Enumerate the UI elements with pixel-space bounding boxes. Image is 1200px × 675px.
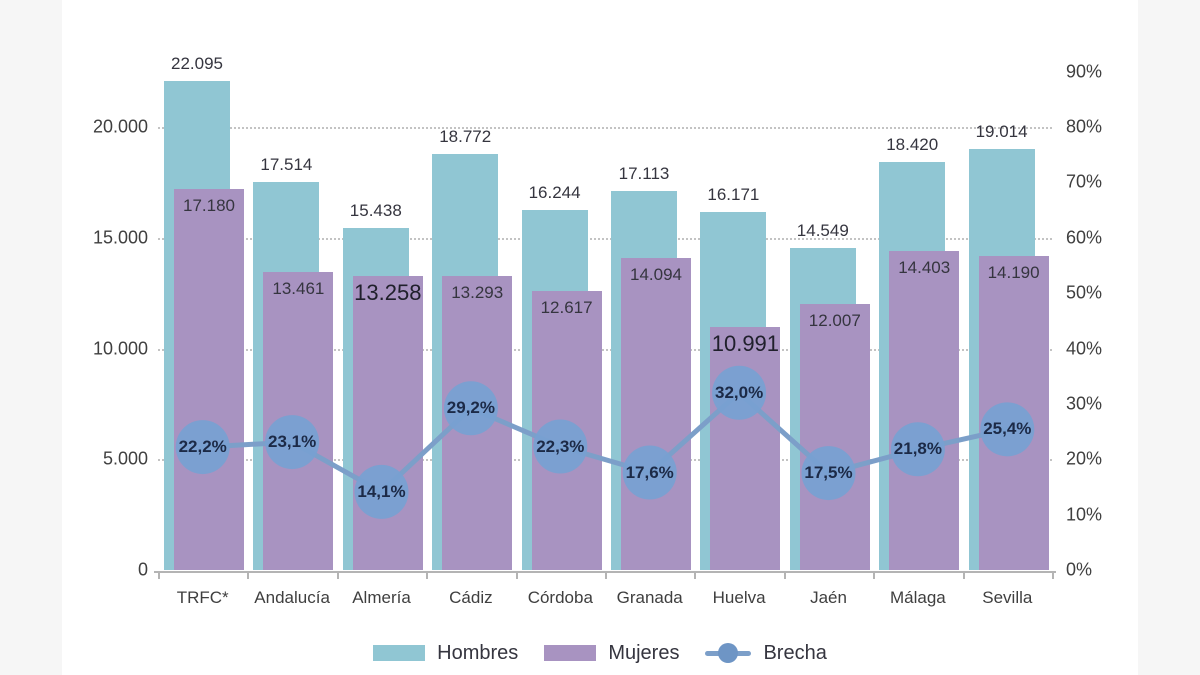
x-axis-tick [158, 571, 160, 579]
mujeres-value-label: 17.180 [183, 196, 235, 216]
legend-label-hombres: Hombres [437, 641, 519, 664]
mujeres-bar [710, 326, 781, 570]
x-axis-category-label: Sevilla [982, 588, 1033, 607]
y-axis-right-tick-label: 60% [1066, 227, 1103, 248]
hombres-value-label: 14.549 [796, 220, 849, 240]
brecha-line-marker-icon [705, 642, 752, 664]
hombres-value-label: 15.438 [349, 201, 402, 221]
x-axis-category-label: Córdoba [527, 588, 593, 607]
legend-item-mujeres: Mujeres [544, 642, 679, 665]
chart-legend: Hombres Mujeres Brecha [0, 638, 1200, 668]
mujeres-value-label: 14.403 [898, 257, 951, 277]
y-axis-left-tick-label: 0 [137, 559, 148, 580]
brecha-value-label: 32,0% [714, 382, 764, 402]
mujeres-bar [531, 290, 602, 570]
y-axis-left-tick-label: 5.000 [102, 448, 148, 469]
x-axis-tick [336, 571, 339, 579]
x-axis-tick [605, 571, 607, 579]
brecha-value-label: 14,1% [357, 481, 406, 501]
y-axis-left-tick-label: 10.000 [92, 338, 148, 358]
mujeres-bar [978, 255, 1049, 570]
y-axis-right-tick-label: 0% [1066, 559, 1093, 580]
hombres-value-label: 17.514 [260, 155, 313, 175]
legend-item-hombres: Hombres [373, 642, 518, 665]
mujeres-bar [174, 189, 244, 570]
mujeres-bar [889, 250, 960, 570]
hombres-value-label: 19.014 [975, 121, 1028, 141]
right-margin-strip [1138, 0, 1200, 675]
y-axis-right-tick-label: 90% [1066, 61, 1103, 82]
x-axis-category-label: TRFC* [176, 588, 229, 607]
mujeres-value-label: 12.617 [540, 297, 593, 317]
left-margin-strip [0, 0, 62, 675]
y-axis-right-tick-label: 30% [1066, 393, 1103, 414]
x-axis-category-label: Cádiz [449, 588, 493, 607]
mujeres-value-label: 13.258 [354, 280, 422, 306]
x-axis-tick [962, 571, 965, 579]
hombres-value-label: 18.420 [886, 134, 939, 154]
gridline [158, 127, 1052, 129]
mujeres-value-label: 13.461 [272, 278, 325, 298]
brecha-value-label: 29,2% [446, 398, 495, 418]
mujeres-bar [799, 304, 870, 570]
hombres-swatch-icon [373, 645, 426, 661]
gridline [158, 237, 1052, 240]
legend-label-mujeres: Mujeres [608, 641, 680, 664]
brecha-value-label: 17,5% [804, 463, 853, 483]
hombres-value-label: 17.113 [618, 163, 670, 183]
mujeres-bar [352, 276, 423, 570]
mujeres-bar [263, 271, 334, 570]
mujeres-bar [621, 257, 691, 570]
x-axis-tick [1052, 571, 1054, 579]
y-axis-right-tick-label: 40% [1066, 338, 1103, 358]
brecha-value-label: 25,4% [983, 419, 1032, 439]
x-axis-category-label: Málaga [890, 588, 946, 607]
legend-label-brecha: Brecha [763, 641, 827, 664]
brecha-value-label: 22,2% [178, 437, 227, 457]
y-axis-right-tick-label: 10% [1066, 504, 1103, 525]
x-axis-category-label: Andalucía [254, 588, 330, 607]
hombres-value-label: 22.095 [171, 53, 223, 73]
brecha-value-label: 23,1% [267, 432, 317, 452]
y-axis-left-tick-label: 20.000 [92, 116, 148, 137]
mujeres-swatch-icon [544, 645, 597, 661]
mujeres-value-label: 13.293 [451, 282, 504, 302]
brecha-value-label: 21,8% [893, 439, 942, 459]
legend-item-brecha: Brecha [705, 641, 827, 665]
x-axis-tick [783, 571, 786, 579]
x-axis-tick [247, 571, 250, 579]
mujeres-value-label: 10.991 [711, 330, 780, 356]
y-axis-left-tick-label: 15.000 [92, 227, 148, 248]
y-axis-right-tick-label: 70% [1066, 171, 1103, 192]
brecha-value-label: 17,6% [625, 462, 674, 482]
x-axis-category-label: Huelva [712, 588, 766, 607]
x-axis-tick [426, 571, 429, 579]
mujeres-bar [442, 275, 513, 570]
x-axis-category-label: Granada [616, 588, 683, 607]
x-axis-tick [515, 571, 518, 579]
y-axis-right-tick-label: 80% [1066, 116, 1103, 137]
y-axis-right-tick-label: 50% [1066, 282, 1103, 303]
mujeres-value-label: 14.190 [987, 262, 1040, 282]
x-axis-tick [873, 571, 876, 579]
mujeres-value-label: 12.007 [808, 311, 861, 331]
hombres-value-label: 18.772 [439, 127, 492, 147]
mujeres-value-label: 14.094 [630, 264, 682, 284]
y-axis-right-tick-label: 20% [1066, 448, 1103, 469]
gridline [158, 348, 1052, 351]
x-axis-category-label: Jaén [810, 588, 847, 607]
x-axis-category-label: Almería [352, 588, 411, 607]
hombres-value-label: 16.244 [528, 183, 581, 203]
hombres-value-label: 16.171 [707, 184, 760, 204]
x-axis-tick [694, 571, 697, 579]
brecha-value-label: 22,3% [536, 436, 585, 456]
